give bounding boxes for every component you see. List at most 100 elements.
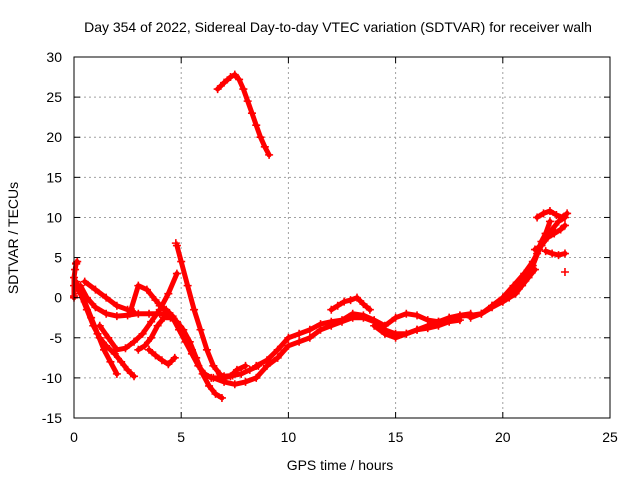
- data-point: [145, 309, 154, 318]
- data-point: [134, 281, 143, 290]
- data-point: [550, 229, 559, 238]
- data-point: [239, 85, 248, 94]
- y-tick-label: 30: [46, 49, 62, 65]
- data-point: [102, 309, 111, 318]
- data-point: [145, 345, 154, 354]
- data-point: [380, 329, 389, 338]
- data-point: [71, 265, 80, 274]
- ticks: 0 5 10 15 20 25 -15 -10 -5 0 5 10 15 20 25 30: [42, 49, 618, 445]
- data-point: [230, 380, 239, 389]
- data-point: [220, 377, 229, 386]
- data-point: [151, 296, 160, 305]
- data-point: [284, 341, 293, 350]
- data-point: [164, 360, 173, 369]
- data-point: [245, 365, 254, 374]
- series-track-g: [172, 241, 250, 382]
- data-point: [359, 300, 368, 309]
- data-point: [327, 317, 336, 326]
- data-point: [413, 325, 422, 334]
- data-point: [548, 249, 557, 258]
- data-point: [82, 293, 91, 302]
- data-point: [333, 301, 342, 310]
- data-point: [262, 356, 271, 365]
- data-point: [87, 313, 96, 322]
- data-point: [106, 357, 115, 366]
- data-point: [196, 325, 205, 334]
- data-point: [455, 312, 464, 321]
- data-point: [226, 73, 235, 82]
- series-track-w: [155, 301, 196, 354]
- data-point: [346, 296, 355, 305]
- series-track-e: [95, 269, 181, 354]
- series-track-i: [145, 345, 179, 369]
- data-point: [391, 313, 400, 322]
- data-point: [172, 269, 181, 278]
- data-point: [140, 341, 149, 350]
- data-point: [142, 285, 151, 294]
- series-track-m: [327, 293, 374, 314]
- data-point: [93, 329, 102, 338]
- data-point: [537, 241, 546, 250]
- data-point: [123, 365, 132, 374]
- data-point: [202, 345, 211, 354]
- data-point: [121, 344, 130, 353]
- series-line: [174, 243, 248, 381]
- x-tick-label: 15: [388, 429, 404, 445]
- data-point: [445, 313, 454, 322]
- series-layer: [70, 70, 572, 402]
- data-point: [466, 313, 475, 322]
- data-point: [112, 312, 121, 321]
- data-point: [232, 365, 241, 374]
- data-point: [560, 267, 569, 276]
- data-point: [217, 393, 226, 402]
- data-point: [205, 381, 214, 390]
- data-point: [164, 289, 173, 298]
- data-point: [100, 345, 109, 354]
- data-point: [192, 353, 201, 362]
- data-point: [488, 301, 497, 310]
- data-point: [518, 281, 527, 290]
- data-point: [168, 312, 177, 321]
- y-tick-label: 20: [46, 129, 62, 145]
- data-point: [213, 85, 222, 94]
- data-point: [112, 301, 121, 310]
- data-point: [423, 321, 432, 330]
- y-tick-label: 10: [46, 209, 62, 225]
- data-point: [316, 320, 325, 329]
- data-point: [187, 345, 196, 354]
- data-point: [327, 305, 336, 314]
- data-point: [112, 369, 121, 378]
- data-point: [211, 389, 220, 398]
- data-point: [183, 281, 192, 290]
- data-point: [563, 209, 572, 218]
- series-track-l: [252, 309, 475, 370]
- data-point: [380, 321, 389, 330]
- data-point: [348, 309, 357, 318]
- data-point: [359, 311, 368, 320]
- data-point: [434, 317, 443, 326]
- data-point: [110, 349, 119, 358]
- data-point: [104, 333, 113, 342]
- data-point: [252, 373, 261, 382]
- data-point: [220, 78, 229, 87]
- x-tick-label: 0: [70, 429, 78, 445]
- series-track-u: [498, 265, 539, 306]
- data-point: [241, 361, 250, 370]
- y-tick-label: -5: [50, 330, 63, 346]
- data-point: [215, 369, 224, 378]
- data-point: [528, 261, 537, 270]
- data-point: [112, 345, 121, 354]
- data-point: [558, 213, 567, 222]
- data-point: [305, 333, 314, 342]
- data-point: [252, 361, 261, 370]
- chart-title: Day 354 of 2022, Sidereal Day-to-day VTE…: [84, 19, 592, 35]
- data-point: [552, 211, 561, 220]
- data-point: [554, 251, 563, 260]
- data-point: [545, 207, 554, 216]
- series-track-b: [74, 285, 121, 378]
- data-point: [252, 121, 261, 130]
- data-point: [338, 316, 346, 325]
- data-point: [530, 265, 539, 274]
- data-point: [130, 337, 139, 346]
